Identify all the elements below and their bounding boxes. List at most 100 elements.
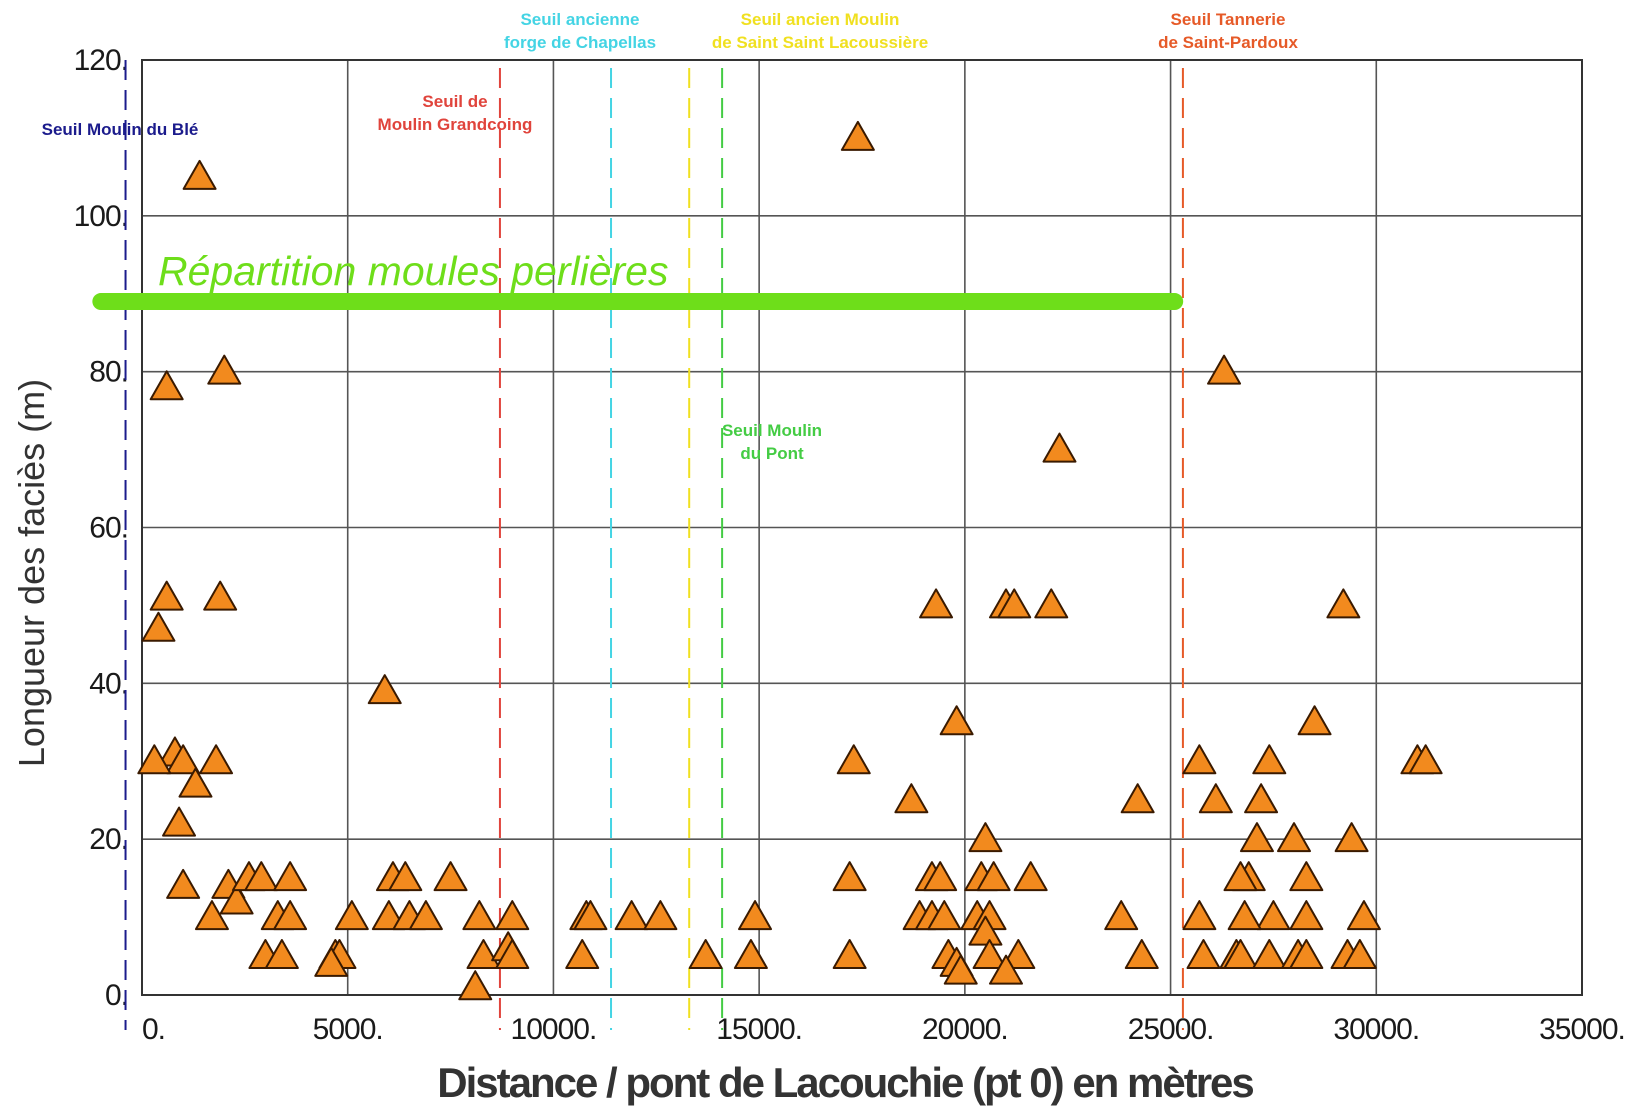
y-tick-label: 120. bbox=[74, 44, 128, 77]
data-point bbox=[1346, 900, 1381, 931]
data-point bbox=[162, 806, 197, 837]
data-point bbox=[178, 767, 213, 798]
data-point bbox=[141, 611, 176, 642]
x-axis-label: Distance / pont de Lacouchie (pt 0) en m… bbox=[437, 1059, 1253, 1106]
data-point bbox=[972, 939, 1007, 970]
data-point bbox=[1207, 354, 1242, 385]
x-tick-label: 5000. bbox=[313, 1013, 383, 1046]
data-point bbox=[894, 783, 929, 814]
data-point bbox=[836, 744, 871, 775]
threshold-label: Seuil Moulin bbox=[722, 421, 822, 440]
data-points bbox=[137, 120, 1443, 1001]
data-point bbox=[1297, 705, 1332, 736]
data-point bbox=[1277, 822, 1311, 853]
data-point bbox=[573, 900, 608, 931]
data-point bbox=[1042, 432, 1077, 463]
y-tick-label: 20. bbox=[89, 823, 128, 856]
data-point bbox=[273, 861, 308, 892]
threshold-label: de Saint-Pardoux bbox=[1158, 33, 1298, 52]
threshold-label: Moulin Grandcoing bbox=[378, 115, 533, 134]
data-point bbox=[1034, 588, 1069, 619]
data-point bbox=[495, 939, 530, 970]
data-point bbox=[207, 354, 242, 385]
y-tick-label: 80. bbox=[89, 356, 128, 389]
data-point bbox=[462, 900, 497, 931]
data-point bbox=[1013, 861, 1048, 892]
data-point bbox=[199, 744, 234, 775]
data-point bbox=[1244, 783, 1279, 814]
data-point bbox=[733, 939, 768, 970]
data-point bbox=[1001, 939, 1036, 970]
x-tick-label: 30000. bbox=[1333, 1013, 1419, 1046]
data-point bbox=[166, 744, 201, 775]
data-point bbox=[1198, 783, 1233, 814]
data-point bbox=[166, 868, 201, 899]
data-point bbox=[1120, 783, 1155, 814]
data-point bbox=[1334, 822, 1369, 853]
threshold-label: Seuil de bbox=[422, 92, 487, 111]
data-point bbox=[927, 900, 962, 931]
data-point bbox=[688, 939, 723, 970]
data-point bbox=[943, 954, 978, 985]
data-point bbox=[1223, 861, 1258, 892]
x-tick-labels: 0. 5000. 10000. 15000. 20000. 25000. 30000. 350… bbox=[142, 1013, 1626, 1046]
data-point bbox=[244, 861, 279, 892]
data-point bbox=[1289, 900, 1324, 931]
band-label: Répartition moules perlières bbox=[158, 248, 668, 294]
data-point bbox=[1342, 939, 1377, 970]
threshold-label: Seuil Tannerie bbox=[1171, 10, 1286, 29]
data-point bbox=[643, 900, 678, 931]
data-point bbox=[738, 900, 773, 931]
data-point bbox=[1289, 861, 1324, 892]
data-point bbox=[194, 900, 229, 931]
data-point bbox=[832, 861, 867, 892]
data-point bbox=[1289, 939, 1324, 970]
data-point bbox=[976, 861, 1011, 892]
data-point bbox=[334, 900, 369, 931]
data-point bbox=[273, 900, 308, 931]
data-point bbox=[466, 939, 501, 970]
x-tick-label: 0. bbox=[142, 1013, 165, 1046]
data-point bbox=[565, 939, 600, 970]
data-point bbox=[1223, 939, 1258, 970]
threshold-label: Seuil Moulin du Blé bbox=[42, 120, 199, 139]
data-point bbox=[1326, 588, 1361, 619]
data-point bbox=[1239, 822, 1274, 853]
data-point bbox=[832, 939, 867, 970]
data-point bbox=[923, 861, 958, 892]
x-tick-label: 10000. bbox=[511, 1013, 597, 1046]
data-point bbox=[149, 580, 184, 611]
x-tick-label: 20000. bbox=[922, 1013, 1008, 1046]
threshold-label: Seuil ancienne bbox=[520, 10, 639, 29]
data-point bbox=[614, 900, 649, 931]
x-tick-label: 35000. bbox=[1539, 1013, 1625, 1046]
data-point bbox=[264, 939, 299, 970]
data-point bbox=[1256, 900, 1291, 931]
data-point bbox=[1227, 900, 1262, 931]
data-point bbox=[203, 580, 238, 611]
data-point bbox=[840, 120, 875, 151]
data-point bbox=[314, 946, 349, 977]
data-point bbox=[182, 159, 217, 190]
data-point bbox=[1252, 744, 1287, 775]
threshold-label: de Saint Saint Lacoussière bbox=[712, 33, 928, 52]
data-point bbox=[919, 588, 954, 619]
data-point bbox=[149, 370, 184, 401]
mussel-distribution-band: Répartition moules perlières bbox=[92, 248, 1184, 311]
data-point bbox=[367, 674, 402, 705]
data-point bbox=[1252, 939, 1287, 970]
data-point bbox=[968, 915, 1003, 946]
x-tick-label: 15000. bbox=[716, 1013, 802, 1046]
data-point bbox=[137, 744, 172, 775]
x-tick-label: 25000. bbox=[1128, 1013, 1214, 1046]
grid bbox=[142, 60, 1582, 995]
data-point bbox=[458, 970, 493, 1001]
data-point bbox=[1182, 744, 1217, 775]
threshold-label: du Pont bbox=[740, 444, 804, 463]
data-point bbox=[433, 861, 468, 892]
data-point bbox=[1124, 939, 1159, 970]
data-point bbox=[1104, 900, 1139, 931]
threshold-label: Seuil ancien Moulin bbox=[741, 10, 900, 29]
